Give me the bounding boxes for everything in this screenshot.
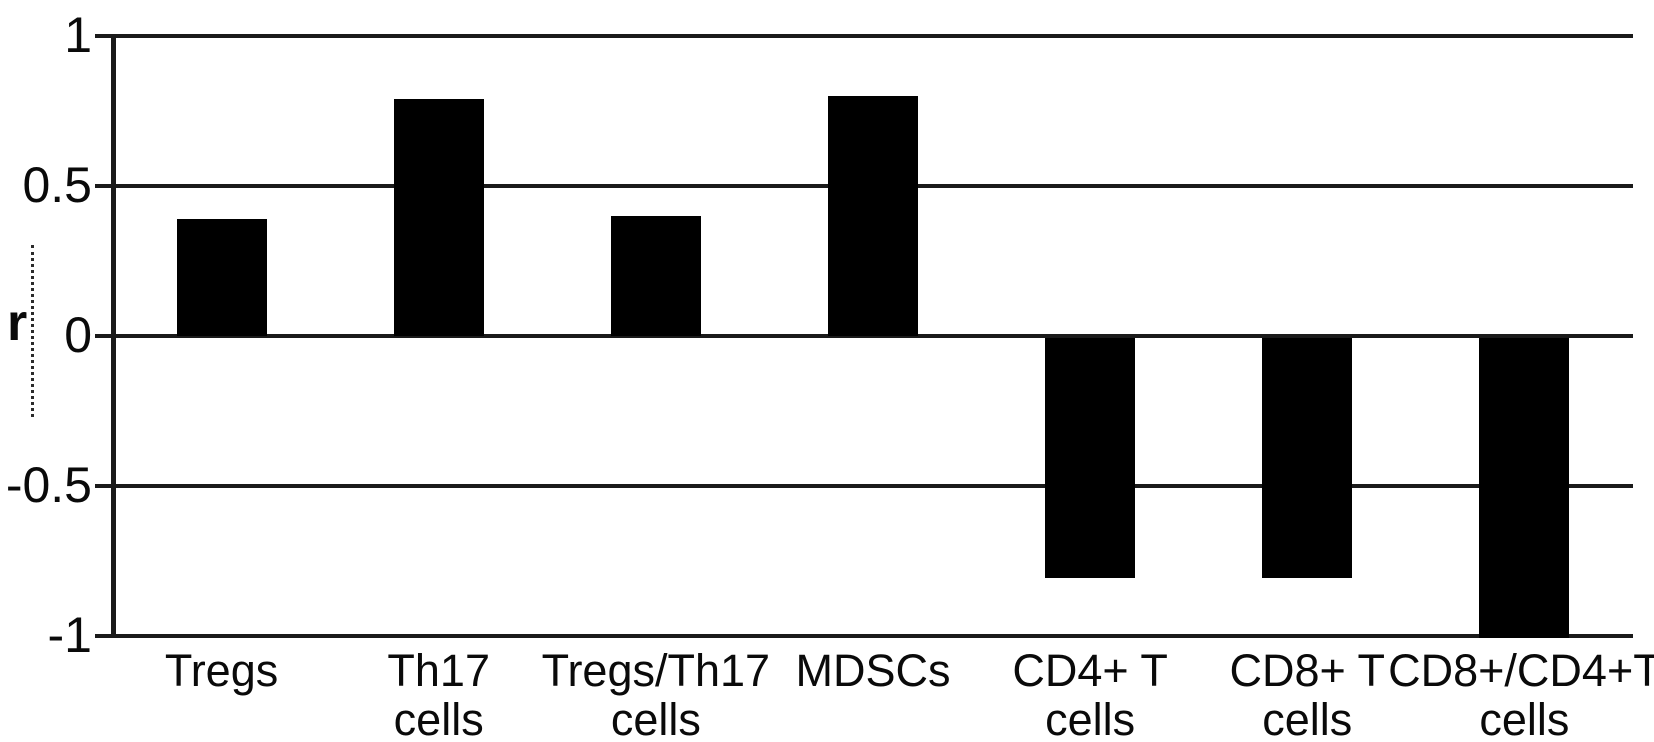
bar-cd8-cd4-t xyxy=(1479,338,1570,638)
y-tick-label: -0.5 xyxy=(5,456,92,513)
x-tick-label-th17: Th17 cells xyxy=(387,645,490,742)
y-tick-label: 0 xyxy=(64,306,92,363)
bar-th17 xyxy=(393,99,484,336)
y-axis-title: r xyxy=(7,294,28,352)
gridline-y-1 xyxy=(95,34,1633,38)
y-tick-label: 1 xyxy=(64,6,92,63)
x-tick-label-cd4-t: CD4+ T cells xyxy=(1012,645,1168,742)
gridline-y-0 xyxy=(95,334,1633,338)
x-tick-label-tregs: Tregs xyxy=(164,645,279,696)
x-tick-label-mdscs: MDSCs xyxy=(795,645,951,696)
gridline-y-1 xyxy=(95,634,1633,638)
bar-tregs-th17 xyxy=(610,216,701,336)
y-tick-label: -1 xyxy=(47,606,92,663)
bar-cd8-t xyxy=(1262,338,1353,578)
x-tick-label-cd8-t: CD8+ T cells xyxy=(1229,645,1386,742)
y-tick-label: 0.5 xyxy=(22,156,92,213)
dotted-cursor-line xyxy=(31,245,34,417)
bar-cd4-t xyxy=(1045,338,1136,578)
gridline-y-0-5 xyxy=(95,484,1633,488)
x-tick-label-tregs-th17: Tregs/Th17 cells xyxy=(541,645,771,742)
bar-tregs xyxy=(176,219,267,336)
x-tick-label-cd8-cd4-t: CD8+/CD4+T cells xyxy=(1388,645,1654,742)
bar-mdscs xyxy=(828,96,918,336)
